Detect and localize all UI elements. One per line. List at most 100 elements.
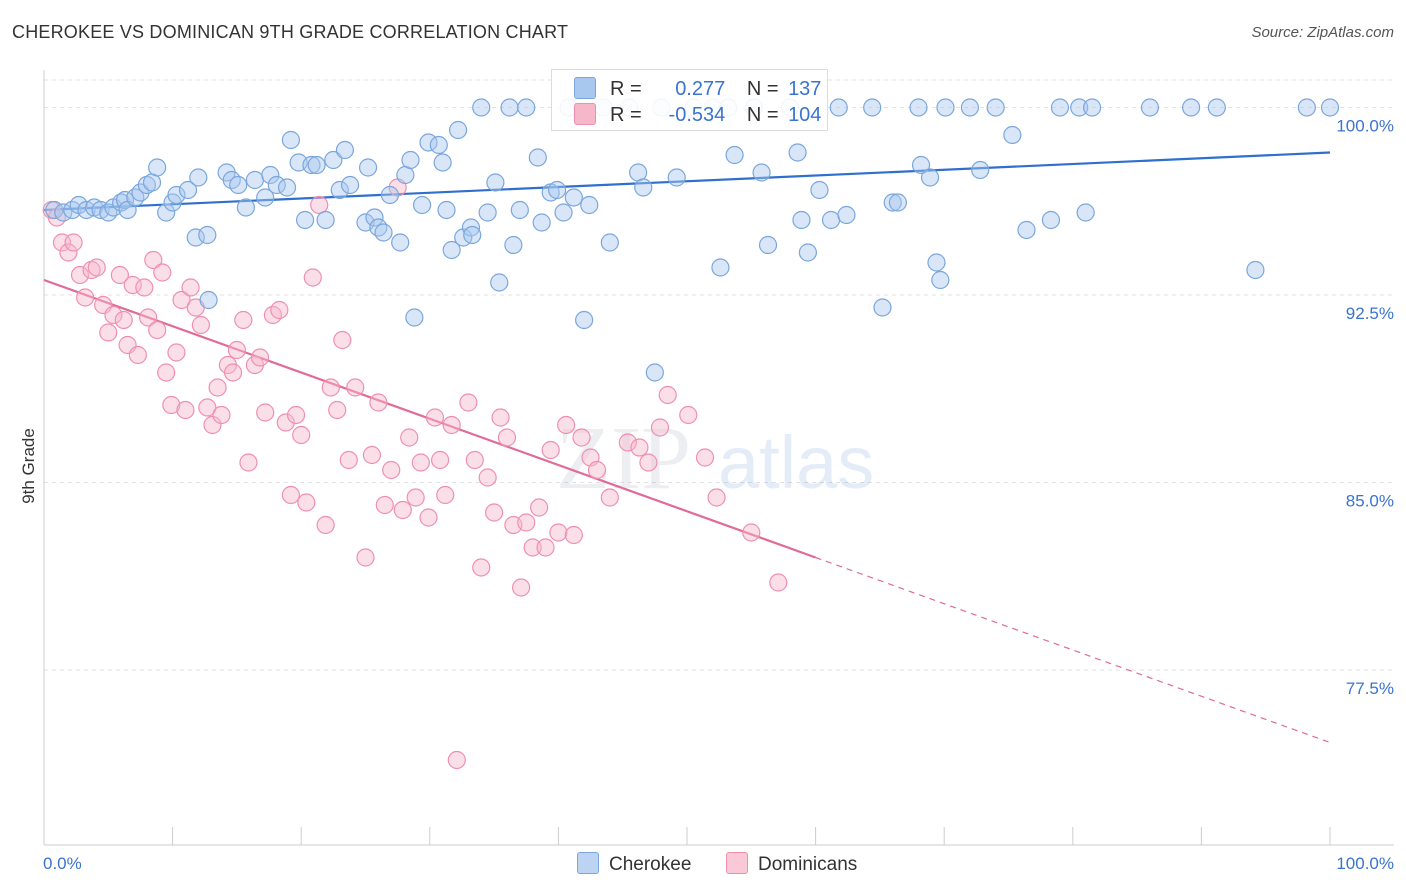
dominican-point <box>87 258 106 277</box>
dominican-point <box>419 508 438 527</box>
dominican-point <box>227 340 246 360</box>
cherokee-point <box>821 210 841 230</box>
dominican-point <box>346 378 365 397</box>
dominican-point <box>212 405 231 425</box>
dominican-points <box>42 178 788 770</box>
watermark-zip: ZIP <box>556 409 691 508</box>
cherokee-point <box>437 200 456 220</box>
dominican-point <box>99 323 118 342</box>
cherokee-point <box>412 195 432 215</box>
cherokee-point <box>554 203 573 222</box>
cherokee-point <box>810 180 829 200</box>
legend-r-label: R = <box>610 104 642 126</box>
cherokee-point <box>167 185 186 205</box>
dominican-point <box>600 488 619 507</box>
dominican-point <box>153 263 172 282</box>
dominican-point <box>411 453 430 472</box>
dominican-point <box>64 233 83 252</box>
cherokee-point <box>504 235 523 255</box>
dominican-point <box>191 315 210 335</box>
cherokee-point <box>401 150 420 170</box>
dominican-point <box>742 523 761 542</box>
dominican-point <box>393 500 412 520</box>
cherokee-point <box>330 180 349 200</box>
dominican-point <box>465 450 484 470</box>
chart-title: CHEROKEE VS DOMINICAN 9TH GRADE CORRELAT… <box>12 22 569 42</box>
dominican-point <box>530 498 549 517</box>
cherokee-point <box>429 135 448 155</box>
dominican-point <box>281 485 301 505</box>
cherokee-point <box>960 98 980 117</box>
dominican-point <box>328 400 347 420</box>
cherokee-points <box>45 98 1340 382</box>
cherokee-point <box>837 205 856 225</box>
dominican-point <box>630 438 649 457</box>
dominican-point <box>239 453 258 472</box>
cherokee-point <box>461 218 481 237</box>
dominican-point <box>123 275 142 295</box>
dominican-point <box>442 415 461 435</box>
cherokee-point <box>1076 203 1095 222</box>
dominican-point <box>139 308 158 327</box>
y-tick-label: 77.5% <box>1346 679 1394 698</box>
cherokee-point <box>236 198 256 217</box>
dominican-point <box>104 305 123 325</box>
dominican-point <box>707 488 726 507</box>
cherokee-swatch <box>574 77 596 99</box>
dominican-point <box>70 265 90 285</box>
dominican-point <box>250 348 270 367</box>
dominican-point <box>541 440 560 460</box>
bottom-legend-label: Cherokee <box>609 854 692 875</box>
cherokee-point <box>1140 98 1160 117</box>
cherokee-point <box>186 228 205 247</box>
dominican-point <box>208 378 227 397</box>
dominican-point <box>679 405 698 425</box>
cherokee-point <box>148 158 167 177</box>
cherokee-point <box>189 168 208 187</box>
cherokee-point <box>277 178 297 197</box>
cherokee-point <box>634 178 653 197</box>
cherokee-point <box>986 98 1005 117</box>
cherokee-point <box>532 213 551 232</box>
cherokee-point <box>931 270 950 290</box>
cherokee-point <box>1320 98 1340 117</box>
cherokee-point <box>380 185 400 205</box>
cherokee-point <box>517 98 536 117</box>
cherokee-point <box>528 148 547 167</box>
dominican-swatch <box>574 103 596 125</box>
dominican-point <box>128 345 147 365</box>
dominican-point <box>572 428 591 447</box>
legend-row-dominican: R = -0.534 N = 104 <box>574 103 821 126</box>
cherokee-point <box>490 273 509 292</box>
dominican-point <box>198 398 217 417</box>
cherokee-point <box>1246 260 1265 280</box>
cherokee-point <box>575 310 594 330</box>
cherokee-point <box>463 225 482 245</box>
cherokee-point <box>758 235 778 255</box>
chart-source: Source: ZipAtlas.com <box>1251 24 1394 41</box>
cherokee-point <box>667 168 686 187</box>
dominican-point <box>425 408 445 427</box>
cherokee-point <box>1041 210 1061 230</box>
dominican-point <box>286 405 306 425</box>
y-tick-label: 100.0% <box>1336 117 1394 136</box>
dominican-point <box>436 485 455 505</box>
dominican-point <box>447 750 466 770</box>
cherokee-point <box>645 363 664 382</box>
cherokee-point <box>911 155 931 175</box>
cherokee-point <box>971 160 990 180</box>
cherokee-point <box>564 188 583 207</box>
bottom-legend-dominicans: Dominicans <box>726 852 857 876</box>
dominican-point <box>523 538 542 557</box>
dominican-point <box>297 493 316 512</box>
y-tick-label: 92.5% <box>1346 304 1394 323</box>
dominican-point <box>491 408 510 427</box>
dominican-point <box>459 393 478 412</box>
cherokee-point <box>1082 98 1102 117</box>
cherokee-point <box>199 290 218 310</box>
cherokee-point <box>936 98 955 117</box>
dominican-point <box>512 578 531 597</box>
dominican-point <box>406 488 425 507</box>
cherokee-point <box>792 210 811 230</box>
dominican-point <box>769 573 788 592</box>
